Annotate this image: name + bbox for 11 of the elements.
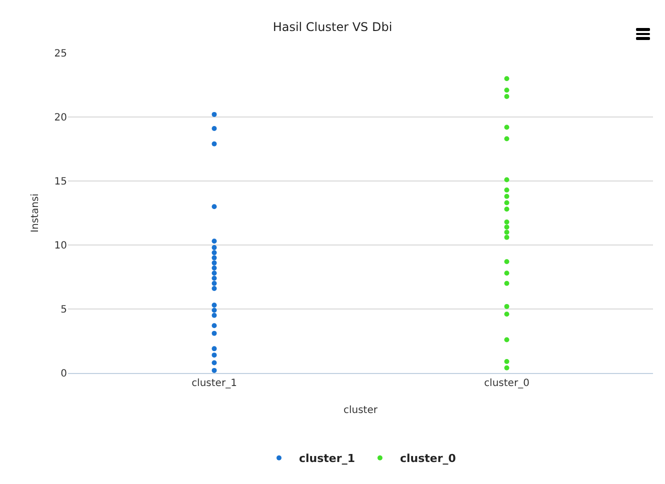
y-tick-label: 10 xyxy=(54,240,67,252)
y-tick-label: 5 xyxy=(60,304,67,316)
y-tick-label: 15 xyxy=(54,176,67,188)
y-axis-title: Instansi xyxy=(30,194,41,232)
y-tick-label: 0 xyxy=(60,368,67,380)
legend-label: cluster_1 xyxy=(299,452,355,466)
legend-label: cluster_0 xyxy=(400,452,456,466)
y-tick-label: 25 xyxy=(54,48,67,60)
y-tick-label: 20 xyxy=(54,112,67,124)
x-axis-title: cluster xyxy=(343,405,378,416)
chart-title: Hasil Cluster VS Dbi xyxy=(272,20,392,34)
